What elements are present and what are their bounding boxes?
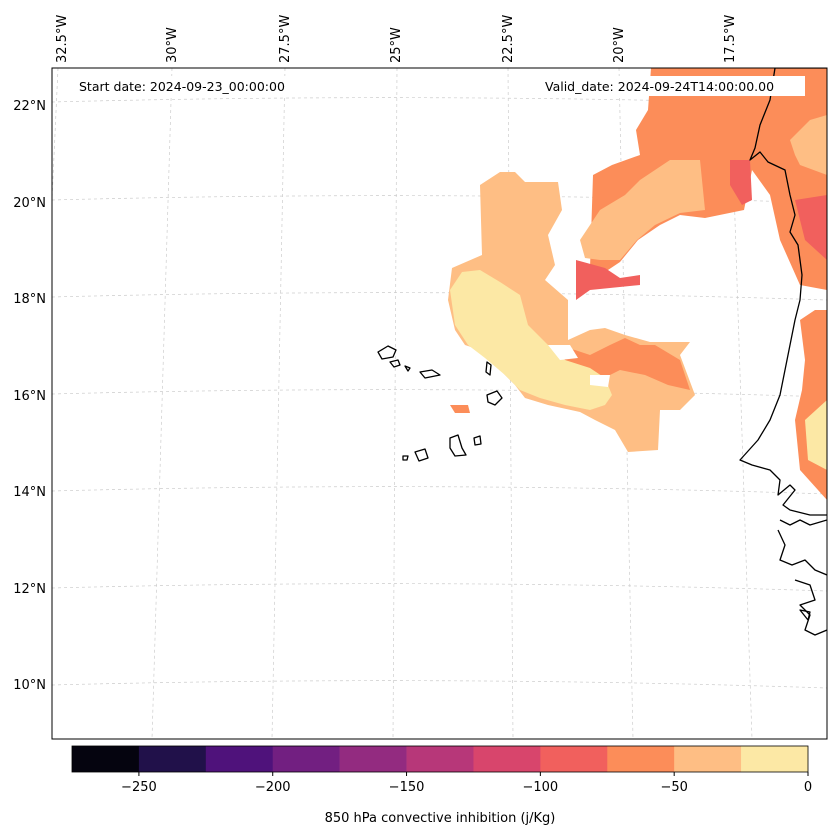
- latitude-labels: 22°N 20°N 18°N 16°N 14°N 12°N 10°N: [13, 99, 46, 693]
- region-red-n2: [795, 195, 827, 260]
- island-boa-vista: [486, 390, 503, 406]
- map-frame: [51, 67, 828, 740]
- island-sao-vicente: [389, 359, 401, 368]
- colorbar-tick-label: −50: [660, 780, 687, 795]
- gridline-lat-22: [52, 97, 827, 106]
- island-brava: [402, 455, 409, 461]
- lat-label: 14°N: [13, 485, 46, 500]
- lat-label: 16°N: [13, 389, 46, 404]
- colorbar-swatch: [339, 746, 407, 772]
- coast-islands-s: [799, 609, 811, 621]
- island-santo-antao: [377, 345, 397, 360]
- gridline-lat-12: [52, 583, 827, 592]
- region-yellow-e: [805, 400, 827, 470]
- lon-label: 25°W: [389, 27, 404, 63]
- colorbar: [72, 746, 809, 772]
- island-santa-luzia: [404, 365, 411, 372]
- gridlines: [52, 68, 827, 739]
- lat-label: 18°N: [13, 292, 46, 307]
- region-medium-small: [450, 405, 470, 413]
- island-fogo: [414, 448, 429, 462]
- island-santiago: [449, 434, 467, 457]
- gridline-lon-17.5: [729, 68, 753, 739]
- region-light-main: [448, 172, 695, 452]
- valid-date-box: [540, 76, 805, 96]
- region-light-ne: [580, 160, 705, 260]
- gridline-lon-27.5: [271, 68, 286, 739]
- lat-label: 10°N: [13, 678, 46, 693]
- region-red-n3: [576, 260, 640, 300]
- gridline-lon-30: [151, 68, 173, 739]
- lon-label: 17.5°W: [723, 15, 738, 63]
- gap-2: [590, 375, 610, 387]
- colorbar-tick-label: −200: [255, 780, 291, 795]
- lat-label: 12°N: [13, 582, 46, 597]
- lon-label: 32.5°W: [55, 15, 70, 63]
- colorbar-swatch: [607, 746, 675, 772]
- gridline-lon-32.5: [52, 68, 59, 201]
- region-red-s: [550, 338, 690, 390]
- island-sal: [485, 361, 492, 376]
- colorbar-ticks: −250 −200 −150 −100 −50 0: [121, 772, 812, 795]
- colorbar-swatch: [674, 746, 742, 772]
- colorbar-frame: [71, 745, 809, 773]
- region-red-n1: [730, 160, 752, 205]
- lon-label: 27.5°W: [278, 15, 293, 63]
- lat-label: 20°N: [13, 196, 46, 211]
- region-yellow-core: [450, 270, 612, 410]
- island-sao-nicolau: [419, 369, 441, 379]
- gridline-lat-20: [52, 195, 827, 204]
- colorbar-label: 850 hPa convective inhibition (j/Kg): [325, 811, 556, 826]
- cin-filled-regions: [448, 68, 827, 500]
- colorbar-tick-label: −250: [121, 780, 157, 795]
- lat-label: 22°N: [13, 99, 46, 114]
- start-date-text: Start date: 2024-09-23_00:00:00: [79, 79, 285, 94]
- start-date-box: [74, 76, 314, 96]
- gridline-lat-10: [52, 680, 827, 689]
- coast-gambia: [779, 519, 827, 526]
- colorbar-swatch: [741, 746, 809, 772]
- gridline-lat-14: [52, 486, 827, 495]
- gridline-lat-16: [52, 389, 827, 398]
- lon-label: 30°W: [165, 27, 180, 63]
- lon-label: 20°W: [612, 27, 627, 63]
- coast-guinea: [794, 579, 827, 636]
- colorbar-swatch: [72, 746, 140, 772]
- region-light-ne2: [790, 115, 827, 175]
- coast-guinea-bissau: [777, 529, 827, 576]
- longitude-labels: 32.5°W 30°W 27.5°W 25°W 22.5°W 20°W 17.5°W: [55, 15, 738, 63]
- gridline-lon-20: [618, 68, 634, 739]
- valid-date-text: Valid_date: 2024-09-24T14:00:00.00: [545, 79, 774, 94]
- gridline-lon-22.5: [507, 68, 514, 739]
- gridline-lon-25: [392, 68, 398, 739]
- coastline: [377, 68, 827, 636]
- region-medium-ne: [590, 68, 827, 290]
- gridline-lat-18: [52, 292, 827, 301]
- colorbar-swatch: [272, 746, 340, 772]
- colorbar-swatch: [138, 746, 207, 772]
- colorbar-swatch: [473, 746, 541, 772]
- colorbar-swatch: [406, 746, 474, 772]
- colorbar-swatch: [540, 746, 608, 772]
- colorbar-tick-label: 0: [804, 780, 812, 795]
- island-maio: [473, 435, 482, 446]
- colorbar-tick-label: −150: [389, 780, 425, 795]
- gap-1: [548, 345, 578, 360]
- coast-africa: [739, 68, 827, 516]
- lon-label: 22.5°W: [501, 15, 516, 63]
- colorbar-swatch: [205, 746, 274, 772]
- colorbar-tick-label: −100: [523, 780, 559, 795]
